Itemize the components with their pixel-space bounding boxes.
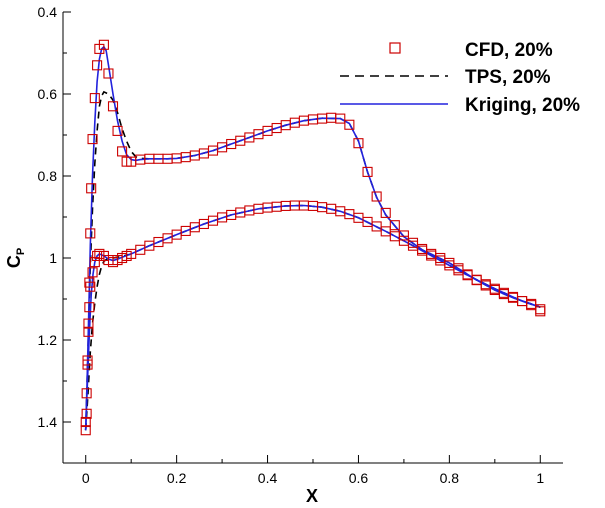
cfd-marker xyxy=(81,388,92,399)
axes: 0 0.2 0.4 0.6 0.8 1 0.4 0.6 0.8 1 1.2 1.4 xyxy=(38,4,563,486)
cfd-marker xyxy=(81,408,92,419)
x-tick-label: 1 xyxy=(536,470,544,486)
cfd-marker xyxy=(103,68,114,79)
cfd-marker xyxy=(344,119,355,130)
y-tick-label: 0.4 xyxy=(38,4,58,20)
cfd-marker xyxy=(89,93,100,104)
x-tick-label: 0.8 xyxy=(440,470,460,486)
cfd-marker xyxy=(389,220,400,231)
x-tick-label: 0.4 xyxy=(258,470,278,486)
x-tick-label: 0.2 xyxy=(167,470,187,486)
legend-swatch-cfd xyxy=(389,42,401,54)
cfd-marker xyxy=(86,183,97,194)
cfd-marker xyxy=(98,39,109,50)
cfd-marker xyxy=(92,60,103,71)
cfd-marker xyxy=(535,304,546,315)
y-axis-label: CP xyxy=(4,248,27,268)
cfd-marker xyxy=(535,306,546,317)
x-tick-label: 0 xyxy=(82,470,90,486)
cfd-marker xyxy=(82,355,93,366)
cfd-marker xyxy=(380,207,391,218)
cfd-marker xyxy=(107,101,119,112)
cfd-marker xyxy=(87,134,98,145)
legend-label: TPS, 20% xyxy=(465,67,551,88)
cfd-marker xyxy=(335,113,346,124)
cfd-marker xyxy=(371,191,382,202)
y-axis-label-sub: P xyxy=(15,248,27,255)
legend-label: CFD, 20% xyxy=(465,40,553,61)
kriging-line-lower xyxy=(84,204,541,431)
cfd-marker xyxy=(80,416,91,428)
y-tick-label: 1.2 xyxy=(38,332,58,348)
y-tick-label: 1.4 xyxy=(38,414,58,430)
cfd-marker xyxy=(85,228,96,239)
svg-text:CP: CP xyxy=(4,248,27,268)
cfd-marker xyxy=(84,302,95,313)
legend-label: Kriging, 20% xyxy=(465,95,580,116)
cfd-marker xyxy=(85,281,96,292)
y-tick-label: 0.6 xyxy=(38,86,58,102)
x-tick-label: 0.6 xyxy=(349,470,369,486)
x-axis-label: X xyxy=(306,486,318,506)
cfd-marker xyxy=(83,326,94,337)
legend: CFD, 20% TPS, 20% Kriging, 20% xyxy=(340,40,580,116)
y-axis-label-main: C xyxy=(4,255,24,268)
plot-area xyxy=(80,39,546,436)
cfd-marker xyxy=(83,318,94,329)
cfd-marker xyxy=(87,267,98,278)
y-tick-label: 0.8 xyxy=(38,168,58,184)
y-tick-label: 1 xyxy=(49,250,57,266)
cfd-marker xyxy=(362,166,373,177)
cfd-marker xyxy=(117,146,128,157)
cfd-marker xyxy=(80,425,91,436)
cfd-marker xyxy=(92,250,103,261)
cfd-marker xyxy=(353,138,364,149)
tps-line-upper xyxy=(84,90,541,431)
cfd-marker xyxy=(112,125,123,136)
